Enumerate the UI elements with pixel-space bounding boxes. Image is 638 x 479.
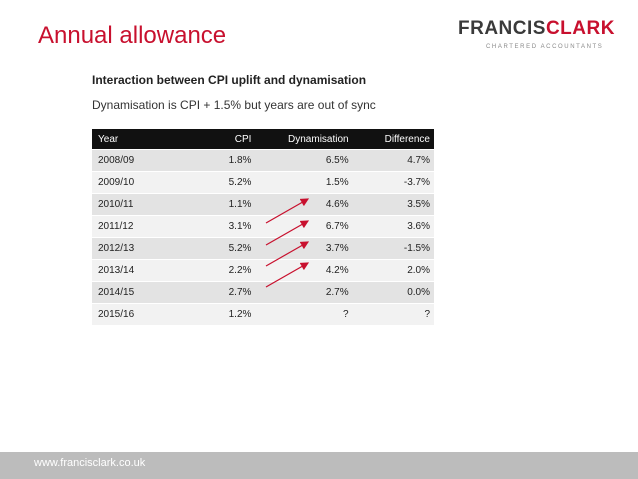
cell-cpi: 1.8% bbox=[197, 149, 256, 172]
cell-year: 2012/13 bbox=[92, 237, 198, 260]
header-dynamisation: Dynamisation bbox=[255, 129, 353, 150]
cell-difference: -1.5% bbox=[352, 237, 434, 260]
cell-year: 2015/16 bbox=[92, 303, 198, 325]
logo-part-1: FRANCIS bbox=[458, 18, 546, 39]
footer-url[interactable]: www.francisclark.co.uk bbox=[34, 457, 146, 469]
table-row: 2013/14 2.2% 4.2% 2.0% bbox=[92, 259, 434, 282]
cpi-dynamisation-table: Year CPI Dynamisation Difference 2008/09… bbox=[92, 129, 434, 325]
header-year: Year bbox=[92, 129, 198, 150]
cell-dynamisation: 3.7% bbox=[255, 237, 353, 260]
cell-year: 2009/10 bbox=[92, 171, 198, 194]
logo-tagline: CHARTERED ACCOUNTANTS bbox=[486, 44, 604, 50]
cell-dynamisation: 2.7% bbox=[255, 281, 353, 304]
cell-cpi: 3.1% bbox=[197, 215, 256, 238]
cell-year: 2013/14 bbox=[92, 259, 198, 282]
table-row: 2014/15 2.7% 2.7% 0.0% bbox=[92, 281, 434, 304]
section-subtitle: Interaction between CPI uplift and dynam… bbox=[92, 73, 367, 87]
cell-cpi: 1.1% bbox=[197, 193, 256, 216]
cell-cpi: 1.2% bbox=[197, 303, 256, 325]
header-cpi: CPI bbox=[197, 129, 256, 150]
cell-dynamisation: 4.2% bbox=[255, 259, 353, 282]
cell-cpi: 5.2% bbox=[197, 171, 256, 194]
cell-cpi: 5.2% bbox=[197, 237, 256, 260]
cell-difference: 0.0% bbox=[352, 281, 434, 304]
cell-difference: 2.0% bbox=[352, 259, 434, 282]
cell-dynamisation: 4.6% bbox=[255, 193, 353, 216]
cell-year: 2008/09 bbox=[92, 149, 198, 172]
page-title: Annual allowance bbox=[38, 22, 227, 49]
cell-difference: ? bbox=[352, 303, 434, 325]
table-row: 2012/13 5.2% 3.7% -1.5% bbox=[92, 237, 434, 260]
company-logo: FRANCISCLARK CHARTERED ACCOUNTANTS bbox=[458, 18, 618, 64]
table-row: 2011/12 3.1% 6.7% 3.6% bbox=[92, 215, 434, 238]
footer-bar: www.francisclark.co.uk bbox=[0, 452, 638, 479]
cell-difference: -3.7% bbox=[352, 171, 434, 194]
cell-dynamisation: 6.5% bbox=[255, 149, 353, 172]
table-row: 2015/16 1.2% ? ? bbox=[92, 303, 434, 325]
cell-dynamisation: 6.7% bbox=[255, 215, 353, 238]
logo-wordmark: FRANCISCLARK bbox=[458, 18, 618, 40]
table-row: 2008/09 1.8% 6.5% 4.7% bbox=[92, 149, 434, 172]
cell-dynamisation: ? bbox=[255, 303, 353, 325]
cell-difference: 3.5% bbox=[352, 193, 434, 216]
table-row: 2010/11 1.1% 4.6% 3.5% bbox=[92, 193, 434, 216]
header-difference: Difference bbox=[352, 129, 434, 150]
cell-dynamisation: 1.5% bbox=[255, 171, 353, 194]
table-row: 2009/10 5.2% 1.5% -3.7% bbox=[92, 171, 434, 194]
cell-cpi: 2.2% bbox=[197, 259, 256, 282]
cell-difference: 3.6% bbox=[352, 215, 434, 238]
explanation-note: Dynamisation is CPI + 1.5% but years are… bbox=[92, 98, 376, 112]
table-header-row: Year CPI Dynamisation Difference bbox=[92, 129, 434, 150]
cell-cpi: 2.7% bbox=[197, 281, 256, 304]
cell-difference: 4.7% bbox=[352, 149, 434, 172]
cell-year: 2011/12 bbox=[92, 215, 198, 238]
cell-year: 2014/15 bbox=[92, 281, 198, 304]
logo-part-2: CLARK bbox=[545, 18, 615, 39]
cell-year: 2010/11 bbox=[92, 193, 198, 216]
